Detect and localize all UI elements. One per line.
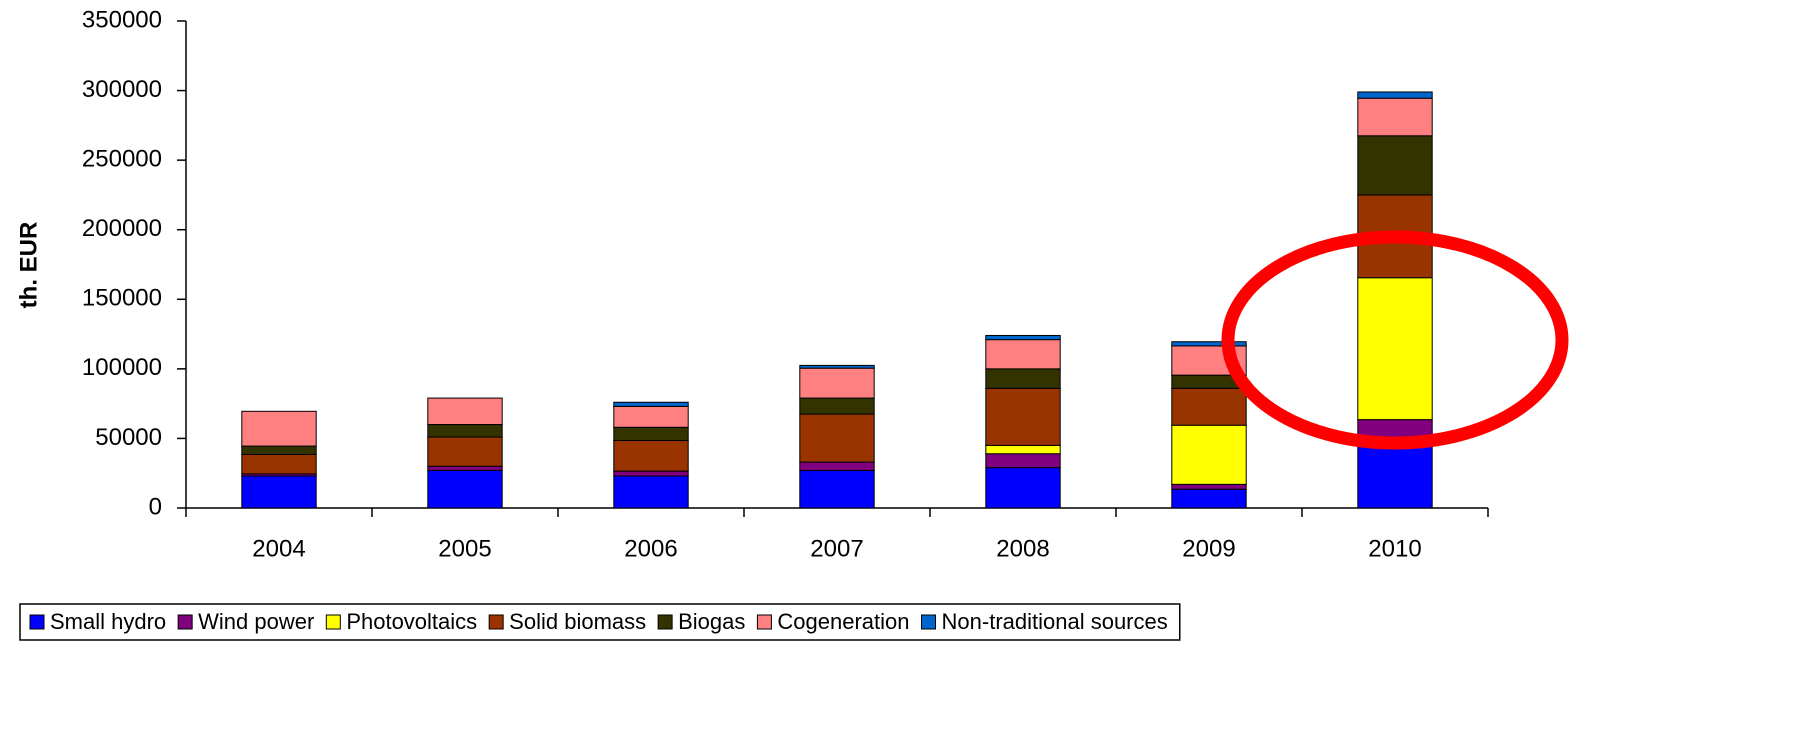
legend-swatch bbox=[177, 614, 193, 630]
bar-segment bbox=[241, 445, 317, 455]
x-tick-label: 2006 bbox=[624, 535, 677, 562]
y-tick-label: 300000 bbox=[82, 76, 162, 103]
legend-swatch bbox=[657, 614, 673, 630]
bar-segment bbox=[427, 424, 503, 438]
x-tick-label: 2005 bbox=[438, 535, 491, 562]
bar-segment bbox=[985, 339, 1061, 370]
legend-label: Wind power bbox=[198, 609, 314, 634]
legend-label: Photovoltaics bbox=[346, 609, 477, 634]
y-axis-label: th. EUR bbox=[15, 222, 42, 309]
plot-area: 0 50000 100000 150000 200000 250000 300000 3500… bbox=[82, 6, 1489, 562]
bar-segment bbox=[1357, 97, 1433, 137]
bar-segment bbox=[241, 475, 317, 509]
legend-swatch bbox=[756, 614, 772, 630]
y-tick-label: 250000 bbox=[82, 145, 162, 172]
bar-segment bbox=[613, 401, 689, 407]
y-tick-label: 200000 bbox=[82, 215, 162, 242]
bar-segment bbox=[1357, 277, 1433, 421]
bar-segment bbox=[427, 469, 503, 509]
x-tick-label: 2007 bbox=[810, 535, 863, 562]
bar-segment bbox=[427, 465, 503, 471]
bar-segment bbox=[1171, 424, 1247, 485]
y-tick-label: 350000 bbox=[82, 6, 162, 33]
bar-segment bbox=[1171, 488, 1247, 509]
bar-segment bbox=[985, 453, 1061, 469]
legend-label: Small hydro bbox=[50, 609, 166, 634]
bar-segment bbox=[427, 397, 503, 426]
x-tick-label: 2008 bbox=[996, 535, 1049, 562]
bar-segment bbox=[241, 453, 317, 475]
legend-swatch bbox=[488, 614, 504, 630]
legend-swatch bbox=[325, 614, 341, 630]
x-tick-label: 2010 bbox=[1368, 535, 1421, 562]
legend-label: Cogeneration bbox=[777, 609, 909, 634]
x-tick-label: 2004 bbox=[252, 535, 305, 562]
bar-segment bbox=[985, 467, 1061, 509]
bar-segment bbox=[1357, 135, 1433, 196]
bar-segment bbox=[1171, 387, 1247, 426]
legend-box bbox=[19, 603, 1181, 641]
bar-segment bbox=[1357, 439, 1433, 509]
y-tick-label: 100000 bbox=[82, 354, 162, 381]
bar-segment bbox=[799, 367, 875, 399]
bar-segment bbox=[613, 426, 689, 442]
bar-segment bbox=[799, 397, 875, 415]
legend-swatch bbox=[29, 614, 45, 630]
bar-segment bbox=[1171, 341, 1247, 347]
bar-segment bbox=[985, 444, 1061, 455]
bar-segment bbox=[799, 469, 875, 509]
bar-segment bbox=[241, 410, 317, 447]
highlight-ellipse bbox=[1221, 230, 1569, 450]
bar-segment bbox=[1357, 91, 1433, 99]
y-tick-label: 150000 bbox=[82, 285, 162, 312]
bar-segment bbox=[799, 461, 875, 471]
bar-segment bbox=[613, 470, 689, 477]
bar-segment bbox=[985, 368, 1061, 389]
bar-segment bbox=[613, 405, 689, 428]
legend-label: Non-traditional sources bbox=[942, 609, 1168, 634]
bar-segment bbox=[799, 413, 875, 463]
legend-swatch bbox=[921, 614, 937, 630]
legend: Small hydro Wind power Photovoltaics Solid … bbox=[19, 603, 1181, 641]
bar-segment bbox=[985, 387, 1061, 446]
legend-label: Biogas bbox=[678, 609, 745, 634]
bar-segment bbox=[613, 440, 689, 472]
bar-segment bbox=[799, 364, 875, 369]
x-tick-label: 2009 bbox=[1182, 535, 1235, 562]
bar-segment bbox=[985, 334, 1061, 341]
y-tick-label: 50000 bbox=[95, 424, 162, 451]
legend-label: Solid biomass bbox=[509, 609, 646, 634]
bar-segment bbox=[427, 436, 503, 467]
bar-segment bbox=[1171, 483, 1247, 490]
y-tick-label: 0 bbox=[149, 493, 162, 520]
bar-segment bbox=[613, 475, 689, 509]
